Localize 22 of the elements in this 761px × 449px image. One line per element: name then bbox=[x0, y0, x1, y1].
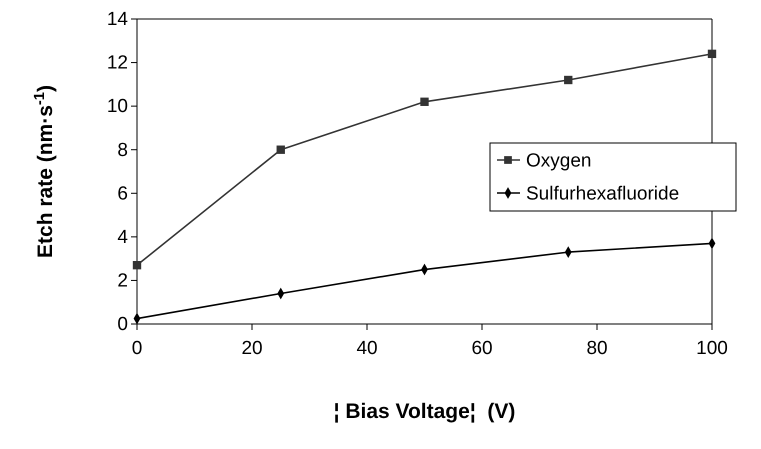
x-tick-label: 80 bbox=[586, 338, 608, 359]
x-tick-label: 60 bbox=[471, 338, 493, 359]
y-tick-label: 14 bbox=[106, 9, 128, 30]
y-tick-label: 4 bbox=[117, 226, 128, 248]
x-tick-label: 20 bbox=[241, 338, 263, 359]
y-tick-label: 12 bbox=[106, 52, 128, 74]
x-axis-title: ¦ Bias Voltage¦ (V) bbox=[334, 400, 516, 423]
x-tick-label: 40 bbox=[356, 338, 378, 359]
y-tick-label: 10 bbox=[106, 96, 128, 118]
point bbox=[564, 76, 572, 84]
y-tick-label: 0 bbox=[117, 314, 128, 336]
y-tick-label: 8 bbox=[117, 140, 128, 161]
y-tick-label: 2 bbox=[117, 270, 128, 292]
x-tick-label: 100 bbox=[696, 338, 728, 359]
y-tick-label: 6 bbox=[117, 183, 128, 204]
x-tick-label: 0 bbox=[132, 338, 142, 359]
point bbox=[420, 98, 429, 106]
point bbox=[708, 50, 716, 58]
point bbox=[132, 260, 142, 270]
legend-label: Oxygen bbox=[526, 150, 592, 172]
point bbox=[276, 146, 285, 154]
legend-label: Sulfurhexafluoride bbox=[526, 184, 680, 205]
